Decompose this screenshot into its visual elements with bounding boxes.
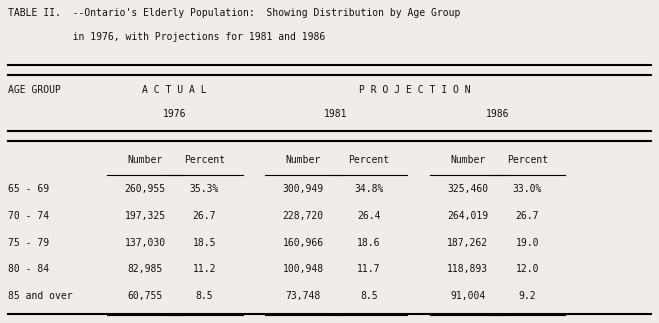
Text: 187,262: 187,262	[447, 238, 488, 247]
Text: 1981: 1981	[324, 109, 348, 119]
Text: 12.0: 12.0	[515, 265, 539, 274]
Text: P R O J E C T I O N: P R O J E C T I O N	[359, 86, 471, 95]
Text: 26.7: 26.7	[515, 211, 539, 221]
Text: 70 - 74: 70 - 74	[8, 211, 49, 221]
Text: Number: Number	[285, 155, 321, 165]
Text: 1976: 1976	[163, 109, 186, 119]
Text: 11.7: 11.7	[357, 265, 381, 274]
Text: 18.5: 18.5	[192, 238, 216, 247]
Text: 35.3%: 35.3%	[190, 184, 219, 194]
Text: A C T U A L: A C T U A L	[142, 86, 207, 95]
Text: 264,019: 264,019	[447, 211, 488, 221]
Text: 8.5: 8.5	[196, 291, 213, 301]
Text: 80 - 84: 80 - 84	[8, 265, 49, 274]
Text: 82,985: 82,985	[127, 265, 163, 274]
Text: 60,755: 60,755	[127, 291, 163, 301]
Text: 34.8%: 34.8%	[355, 184, 384, 194]
Text: 18.6: 18.6	[357, 238, 381, 247]
Text: 33.0%: 33.0%	[513, 184, 542, 194]
Text: 9.2: 9.2	[519, 291, 536, 301]
Text: Number: Number	[450, 155, 486, 165]
Text: 197,325: 197,325	[125, 211, 165, 221]
Text: 26.7: 26.7	[192, 211, 216, 221]
Text: 1986: 1986	[486, 109, 509, 119]
Text: 325,460: 325,460	[447, 184, 488, 194]
Text: 75 - 79: 75 - 79	[8, 238, 49, 247]
Text: 160,966: 160,966	[283, 238, 324, 247]
Text: TABLE II.  --Ontario's Elderly Population:  Showing Distribution by Age Group: TABLE II. --Ontario's Elderly Population…	[8, 8, 460, 18]
Text: Number: Number	[127, 155, 163, 165]
Text: 300,949: 300,949	[283, 184, 324, 194]
Text: 85 and over: 85 and over	[8, 291, 72, 301]
Text: 137,030: 137,030	[125, 238, 165, 247]
Text: 228,720: 228,720	[283, 211, 324, 221]
Text: AGE GROUP: AGE GROUP	[8, 86, 61, 95]
Text: Percent: Percent	[349, 155, 389, 165]
Text: 26.4: 26.4	[357, 211, 381, 221]
Text: 73,748: 73,748	[285, 291, 321, 301]
Text: Percent: Percent	[507, 155, 548, 165]
Text: 91,004: 91,004	[450, 291, 486, 301]
Text: 8.5: 8.5	[360, 291, 378, 301]
Text: 19.0: 19.0	[515, 238, 539, 247]
Text: 65 - 69: 65 - 69	[8, 184, 49, 194]
Text: 11.2: 11.2	[192, 265, 216, 274]
Text: 100,948: 100,948	[283, 265, 324, 274]
Text: 118,893: 118,893	[447, 265, 488, 274]
Text: in 1976, with Projections for 1981 and 1986: in 1976, with Projections for 1981 and 1…	[8, 32, 325, 42]
Text: 260,955: 260,955	[125, 184, 165, 194]
Text: Percent: Percent	[184, 155, 225, 165]
